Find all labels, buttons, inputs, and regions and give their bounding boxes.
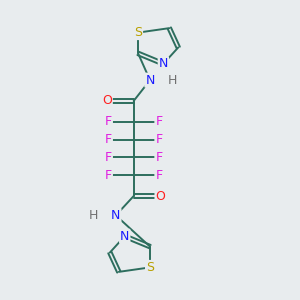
Text: H: H xyxy=(168,74,177,87)
Text: F: F xyxy=(155,169,163,182)
Text: N: N xyxy=(159,57,168,70)
Text: F: F xyxy=(155,133,163,146)
Text: F: F xyxy=(155,151,163,164)
Text: O: O xyxy=(102,94,112,107)
Text: S: S xyxy=(134,26,142,39)
Text: F: F xyxy=(155,115,163,128)
Text: F: F xyxy=(105,169,112,182)
Text: N: N xyxy=(145,74,155,87)
Text: N: N xyxy=(120,230,129,243)
Text: S: S xyxy=(146,261,154,274)
Text: H: H xyxy=(89,209,98,222)
Text: F: F xyxy=(105,133,112,146)
Text: N: N xyxy=(111,209,121,222)
Text: F: F xyxy=(105,151,112,164)
Text: F: F xyxy=(105,115,112,128)
Text: O: O xyxy=(155,190,165,202)
